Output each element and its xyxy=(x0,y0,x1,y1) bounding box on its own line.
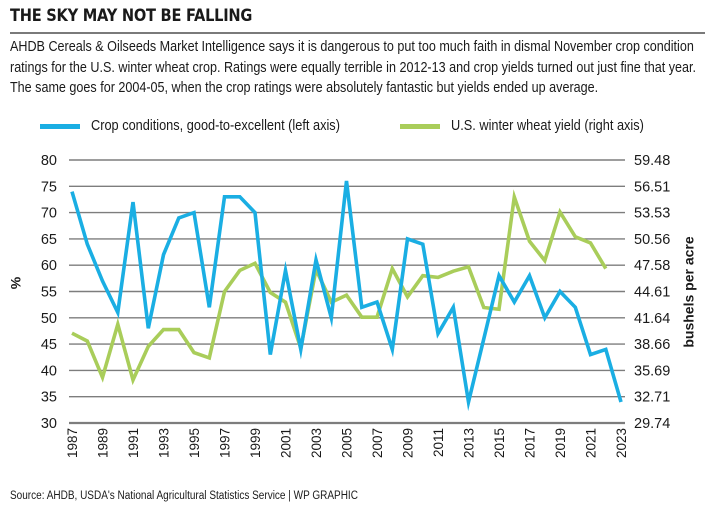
legend-label-crop-conditions: Crop conditions, good-to-excellent (left… xyxy=(91,118,340,134)
left-axis-ticks: 30 35 40 45 50 55 60 65 70 75 80 xyxy=(41,153,57,432)
right-axis-title: bushels per acre xyxy=(681,236,697,347)
left-axis-tick-label: 40 xyxy=(41,363,57,379)
left-axis-tick-label: 80 xyxy=(41,153,57,169)
left-axis-tick-label: 50 xyxy=(41,311,57,327)
right-axis-tick-label: 32.71 xyxy=(634,390,670,406)
left-axis-tick-label: 45 xyxy=(41,337,57,353)
left-axis-tick-label: 35 xyxy=(41,390,57,406)
left-axis-tick-label: 55 xyxy=(41,285,57,301)
x-axis-tick-label: 2013 xyxy=(462,428,477,458)
legend-label-wheat-yield: U.S. winter wheat yield (right axis) xyxy=(450,118,644,134)
x-axis-tick-label: 2003 xyxy=(309,428,324,458)
x-axis-tick-label: 1991 xyxy=(126,428,141,458)
x-axis-tick-label: 1993 xyxy=(157,428,172,458)
source-note: Source: AHDB, USDA's National Agricultur… xyxy=(10,490,358,502)
left-axis-tick-label: 60 xyxy=(41,258,57,274)
legend-item-crop-conditions: Crop conditions, good-to-excellent (left… xyxy=(40,118,374,134)
series-points xyxy=(71,180,622,403)
left-axis-tick-label: 75 xyxy=(41,179,57,195)
x-axis-tick-label: 1987 xyxy=(65,428,80,458)
x-axis-tick-label: 2019 xyxy=(553,428,568,458)
right-axis-tick-label: 47.58 xyxy=(634,258,670,274)
right-axis-tick-label: 59.48 xyxy=(634,153,670,169)
chart-description: AHDB Cereals & Oilseeds Market Intellige… xyxy=(10,39,696,96)
right-axis-tick-label: 44.61 xyxy=(634,285,670,301)
x-axis-tick-label: 1995 xyxy=(187,428,202,458)
left-axis-tick-label: 30 xyxy=(41,416,57,432)
right-axis-tick-label: 35.69 xyxy=(634,363,670,379)
right-axis-ticks: 29.74 32.71 35.69 38.66 41.64 44.61 47.58 50.56… xyxy=(634,153,670,432)
right-axis-tick-label: 50.56 xyxy=(634,232,670,248)
legend: Crop conditions, good-to-excellent (left… xyxy=(40,116,696,136)
right-axis-tick-label: 53.53 xyxy=(634,206,670,222)
wheat-yield-line xyxy=(71,189,608,386)
x-axis-tick-label: 2021 xyxy=(584,428,599,458)
title-divider xyxy=(10,32,705,34)
x-axis-tick-label: 2007 xyxy=(370,428,385,458)
right-axis-tick-label: 29.74 xyxy=(634,416,670,432)
line-chart: 30 35 40 45 50 55 60 65 70 75 80 29.74 32.71 35.69 38… xyxy=(8,153,697,458)
right-axis-tick-label: 41.64 xyxy=(634,311,670,327)
x-axis-tick-label: 2015 xyxy=(492,428,507,458)
left-axis-tick-label: 70 xyxy=(41,206,57,222)
right-axis-tick-label: 56.51 xyxy=(634,179,670,195)
x-axis-tick-label: 2023 xyxy=(614,428,629,458)
x-axis-tick-label: 1989 xyxy=(96,428,111,458)
x-axis-tick-label: 2011 xyxy=(431,428,446,457)
x-axis-tick-label: 2009 xyxy=(401,428,416,458)
x-axis-tick-label: 1997 xyxy=(218,428,233,458)
left-axis-title: % xyxy=(8,276,24,289)
legend-swatch-crop-conditions xyxy=(40,123,80,129)
right-axis-tick-label: 38.66 xyxy=(634,337,670,353)
x-axis-tick-label: 2005 xyxy=(340,428,355,458)
legend-item-wheat-yield: U.S. winter wheat yield (right axis) xyxy=(399,118,670,134)
chart-title: THE SKY MAY NOT BE FALLING xyxy=(10,6,253,26)
x-axis-tick-label: 2001 xyxy=(279,428,294,458)
x-axis-tick-label: 2017 xyxy=(523,428,538,458)
left-axis-tick-label: 65 xyxy=(41,232,57,248)
x-axis-tick-label: 1999 xyxy=(248,428,263,458)
x-axis-ticks: 1987 1989 1991 1993 1995 1997 1999 2001 2003 2005… xyxy=(65,428,629,458)
legend-swatch-wheat-yield xyxy=(399,123,440,129)
